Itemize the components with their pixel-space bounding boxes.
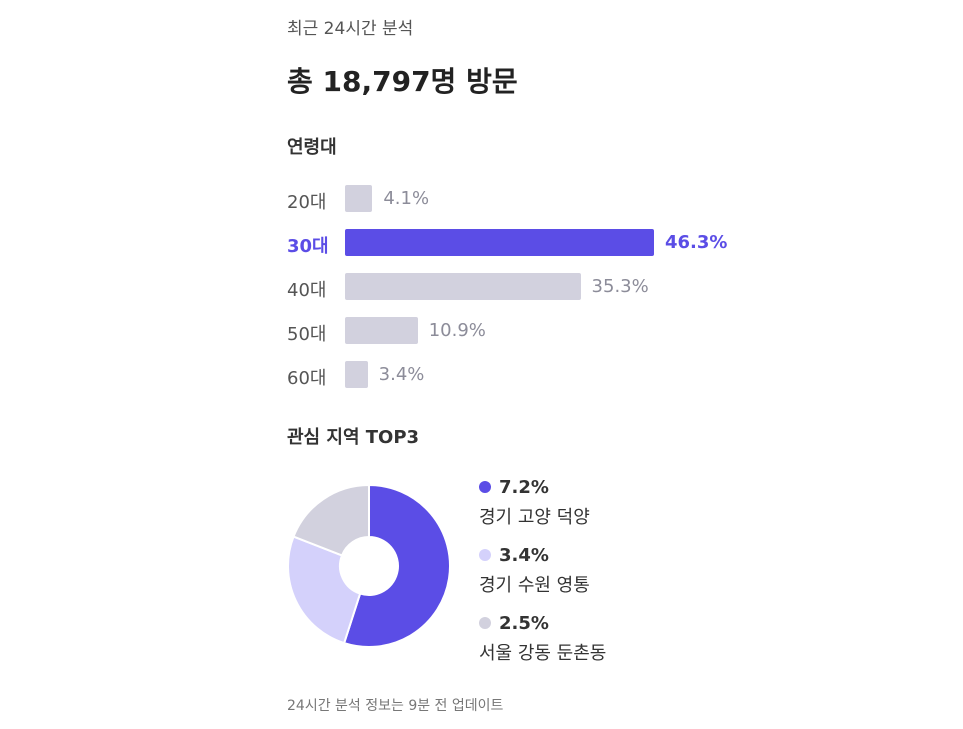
legend-dot-icon bbox=[479, 549, 491, 561]
age-value-label: 35.3% bbox=[591, 276, 649, 297]
age-category-label: 40대 bbox=[287, 280, 327, 301]
age-category-label: 60대 bbox=[287, 368, 327, 389]
legend-item: 3.4% 경기 수원 영통 bbox=[479, 543, 719, 611]
legend-region-name: 서울 강동 둔촌동 bbox=[479, 643, 607, 664]
update-footnote: 24시간 분석 정보는 9분 전 업데이트 bbox=[287, 698, 504, 714]
region-legend: 7.2% 경기 고양 덕양 3.4% 경기 수원 영통 2.5% 서울 강동 둔촌동 bbox=[479, 475, 719, 679]
age-bar bbox=[345, 361, 368, 388]
legend-item: 7.2% 경기 고양 덕양 bbox=[479, 475, 719, 543]
age-bar bbox=[345, 317, 418, 344]
legend-percent: 3.4% bbox=[499, 544, 549, 566]
analytics-panel: 최근 24시간 분석 총 18,797명 방문 연령대 20대 4.1% 30대 46… bbox=[287, 0, 727, 729]
donut-slice bbox=[287, 535, 362, 645]
legend-region-name: 경기 수원 영통 bbox=[479, 575, 590, 596]
donut-slice bbox=[292, 484, 370, 557]
age-category-label: 20대 bbox=[287, 192, 327, 213]
age-bar bbox=[345, 273, 581, 300]
region-donut-chart bbox=[287, 484, 451, 648]
age-bar bbox=[345, 185, 373, 212]
age-bar-row: 30대 46.3% bbox=[287, 228, 727, 258]
region-section-title: 관심 지역 TOP3 bbox=[287, 427, 420, 448]
age-category-label: 30대 bbox=[287, 236, 329, 257]
analysis-period-subtitle: 최근 24시간 분석 bbox=[287, 19, 414, 39]
age-value-label: 10.9% bbox=[428, 320, 486, 341]
age-bar-row: 50대 10.9% bbox=[287, 316, 717, 346]
legend-item: 2.5% 서울 강동 둔촌동 bbox=[479, 611, 719, 679]
age-bar-row: 60대 3.4% bbox=[287, 360, 717, 390]
age-category-label: 50대 bbox=[287, 324, 327, 345]
age-bar-row: 20대 4.1% bbox=[287, 184, 717, 214]
legend-percent: 2.5% bbox=[499, 612, 549, 634]
age-bar-row: 40대 35.3% bbox=[287, 272, 717, 302]
legend-dot-icon bbox=[479, 481, 491, 493]
total-visitors-headline: 총 18,797명 방문 bbox=[287, 65, 518, 98]
donut-slice bbox=[342, 484, 451, 648]
legend-percent: 7.2% bbox=[499, 476, 549, 498]
age-value-label: 4.1% bbox=[383, 188, 430, 209]
age-value-label: 3.4% bbox=[378, 364, 425, 385]
age-section-title: 연령대 bbox=[287, 137, 337, 158]
legend-dot-icon bbox=[479, 617, 491, 629]
age-bar bbox=[345, 229, 654, 256]
legend-region-name: 경기 고양 덕양 bbox=[479, 507, 590, 528]
age-value-label: 46.3% bbox=[664, 232, 728, 253]
